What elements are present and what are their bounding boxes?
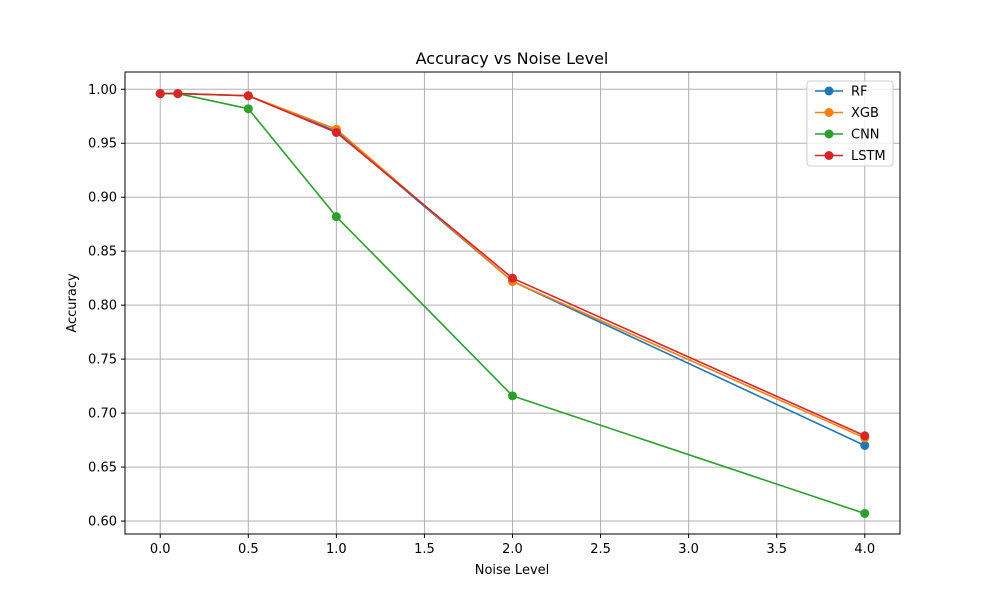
legend-label: LSTM [851,149,886,164]
y-tick-label: 0.70 [88,407,117,422]
y-axis-label: Accuracy [65,273,80,333]
x-axis-label: Noise Level [475,563,550,578]
x-tick-label: 2.0 [502,542,523,557]
ticks: 0.0 0.5 1.0 1.5 2.0 2.5 3.0 3.5 4.0 0.60 0.65 0.70 0… [88,83,875,557]
series-layer [155,89,870,518]
y-tick-label: 0.90 [88,191,117,206]
y-tick-label: 0.95 [88,137,117,152]
y-tick-label: 1.00 [88,83,117,98]
legend-item-cnn: CNN [815,128,880,143]
legend-marker [824,108,834,117]
data-point-lstm [508,273,517,283]
y-tick-label: 0.60 [88,515,117,530]
legend-item-rf: RF [815,85,868,100]
y-tick-label: 0.75 [88,353,117,368]
x-tick-label: 0.0 [150,542,171,557]
x-tick-label: 3.0 [678,542,699,557]
data-point-lstm [860,431,870,441]
legend-marker [824,86,834,96]
legend-box [806,80,894,167]
x-tick-label: 2.5 [590,542,611,557]
legend-label: XGB [851,106,879,121]
y-tick-label: 0.80 [88,299,117,314]
legend-item-xgb: XGB [815,106,879,121]
data-point-lstm [155,89,165,99]
x-tick-label: 4.0 [854,542,875,557]
series-lstm [155,89,870,441]
x-tick-label: 3.5 [766,542,787,557]
x-tick-label: 0.5 [238,542,259,557]
x-tick-label: 1.0 [326,542,347,557]
data-point-cnn [508,391,517,401]
data-point-lstm [331,127,341,137]
legend-marker [824,151,834,160]
data-point-lstm [243,91,253,101]
legend-label: CNN [851,128,880,143]
x-tick-label: 1.5 [414,542,435,557]
data-point-rf [860,440,870,450]
data-point-lstm [173,89,183,99]
y-tick-label: 0.65 [88,461,117,476]
data-point-cnn [860,508,870,518]
y-tick-label: 0.85 [88,245,117,260]
chart-title: Accuracy vs Noise Level [416,49,609,68]
legend: RF XGB CNN LSTM [806,80,894,167]
legend-label: RF [851,85,868,100]
data-point-cnn [243,104,253,114]
data-point-cnn [331,212,341,222]
legend-item-lstm: LSTM [815,149,886,164]
legend-marker [824,129,834,139]
